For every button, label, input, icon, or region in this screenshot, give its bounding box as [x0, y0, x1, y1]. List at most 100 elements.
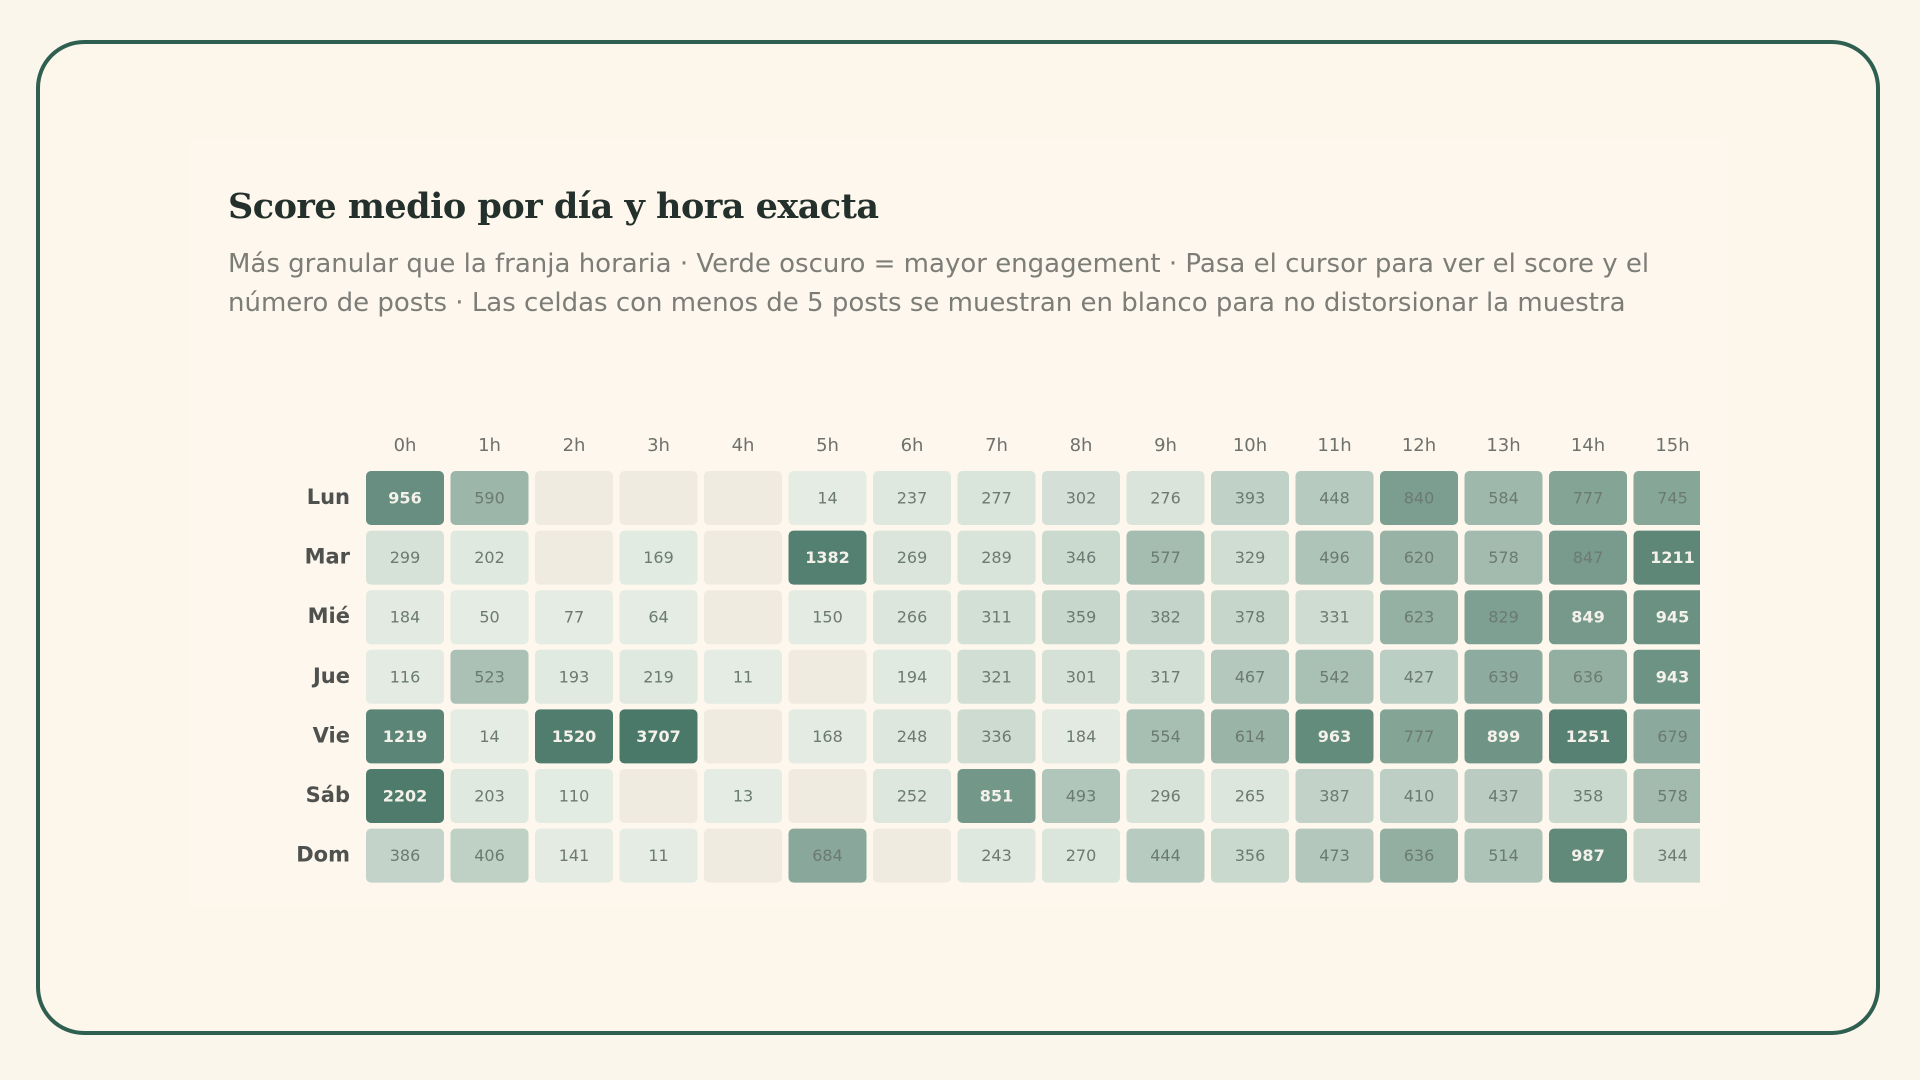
heatmap-cell [366, 828, 444, 883]
heatmap-cell [619, 649, 698, 704]
cell-value: 14 [479, 727, 499, 746]
cell-value: 829 [1488, 608, 1519, 627]
cell-value: 899 [1487, 727, 1520, 746]
heatmap-cell [366, 709, 444, 764]
cell-value: 684 [812, 846, 843, 865]
heatmap-cell [619, 709, 698, 764]
heatmap-cell [788, 530, 867, 585]
cell-value: 448 [1319, 489, 1350, 508]
heatmap-cell [1295, 828, 1374, 883]
heatmap-cell [535, 769, 613, 823]
cell-value: 311 [981, 608, 1012, 627]
column-label: 3h [647, 435, 670, 456]
heatmap-cell [873, 709, 951, 764]
cell-value: 270 [1066, 846, 1097, 865]
heatmap-cell [1464, 530, 1543, 585]
cell-value: 301 [1066, 667, 1097, 686]
column-label: 9h [1154, 435, 1177, 456]
cell-value: 679 [1657, 727, 1688, 746]
cell-value: 623 [1404, 608, 1435, 627]
cell-value: 514 [1488, 846, 1519, 865]
heatmap-cell [450, 649, 529, 704]
heatmap-cell [366, 590, 444, 645]
cell-value: 184 [390, 608, 421, 627]
heatmap-cell [1126, 828, 1205, 883]
heatmap-cell [450, 828, 529, 883]
heatmap-cell [619, 590, 698, 645]
cell-value: 2202 [383, 787, 428, 806]
heatmap-cell [1126, 709, 1205, 764]
row-label: Lun [307, 485, 350, 509]
cell-value: 243 [981, 846, 1012, 865]
heatmap-cell [1042, 471, 1120, 525]
heatmap-cell [873, 769, 951, 823]
cell-value: 317 [1150, 667, 1181, 686]
cell-value: 956 [388, 489, 421, 508]
cell-value: 1251 [1566, 727, 1611, 746]
heatmap-cell [1042, 530, 1120, 585]
heatmap-cell [1211, 590, 1289, 645]
heatmap-cell [1042, 590, 1120, 645]
heatmap-cell [1295, 709, 1374, 764]
column-label: 6h [901, 435, 924, 456]
heatmap-cell [1380, 471, 1458, 525]
heatmap-cell [366, 769, 444, 823]
heatmap-cell [450, 471, 529, 525]
heatmap-cell [1126, 471, 1205, 525]
empty-cell [535, 530, 613, 585]
cell-value: 331 [1319, 608, 1350, 627]
cell-value: 577 [1150, 548, 1181, 567]
cell-value: 945 [1656, 608, 1689, 627]
cell-value: 237 [897, 489, 928, 508]
empty-cell [704, 828, 782, 883]
heatmap-cell [1549, 471, 1627, 525]
heatmap-cell [1126, 530, 1205, 585]
heatmap-cell [1295, 649, 1374, 704]
row-label: Sáb [306, 783, 350, 807]
column-label: 7h [985, 435, 1008, 456]
cell-value: 1520 [552, 727, 597, 746]
cell-value: 276 [1150, 489, 1181, 508]
heatmap-cell [1380, 530, 1458, 585]
row-label: Dom [296, 843, 350, 867]
heatmap-cell [535, 649, 613, 704]
cell-value: 252 [897, 787, 928, 806]
heatmap-cell [704, 649, 782, 704]
heatmap-cell [366, 649, 444, 704]
heatmap-cell [1464, 769, 1543, 823]
cell-value: 393 [1235, 489, 1266, 508]
cell-value: 639 [1488, 667, 1519, 686]
cell-value: 777 [1573, 489, 1604, 508]
empty-cell [788, 649, 867, 704]
empty-cell [704, 709, 782, 764]
cell-value: 614 [1235, 727, 1266, 746]
empty-cell [619, 471, 698, 525]
cell-value: 203 [474, 787, 505, 806]
cell-value: 444 [1150, 846, 1181, 865]
heatmap-cell [704, 769, 782, 823]
heatmap-cell [1549, 709, 1627, 764]
heatmap-grid: 0h 1h 2h 3h 4h 5h 6h 7h 8h 9h 10h 11h 12h 13h 14h 15h Lu… [296, 435, 1700, 883]
heatmap-cell [1380, 709, 1458, 764]
row-label: Jue [311, 664, 350, 688]
cell-value: 590 [474, 489, 505, 508]
cell-value: 194 [897, 667, 928, 686]
cell-value: 1219 [383, 727, 428, 746]
heatmap-cell [1380, 769, 1458, 823]
cell-value: 578 [1488, 548, 1519, 567]
cell-value: 110 [559, 787, 590, 806]
empty-cell [535, 471, 613, 525]
cell-value: 987 [1571, 846, 1604, 865]
heatmap-cell [957, 471, 1036, 525]
heatmap-cell [1464, 471, 1543, 525]
heatmap-cell [1126, 649, 1205, 704]
cell-value: 473 [1319, 846, 1350, 865]
cell-value: 14 [817, 489, 837, 508]
cell-value: 410 [1404, 787, 1435, 806]
column-label: 12h [1402, 435, 1436, 456]
cell-value: 336 [981, 727, 1012, 746]
column-label: 5h [816, 435, 839, 456]
heatmap-cell [1126, 769, 1205, 823]
heatmap-cell [1633, 590, 1700, 645]
